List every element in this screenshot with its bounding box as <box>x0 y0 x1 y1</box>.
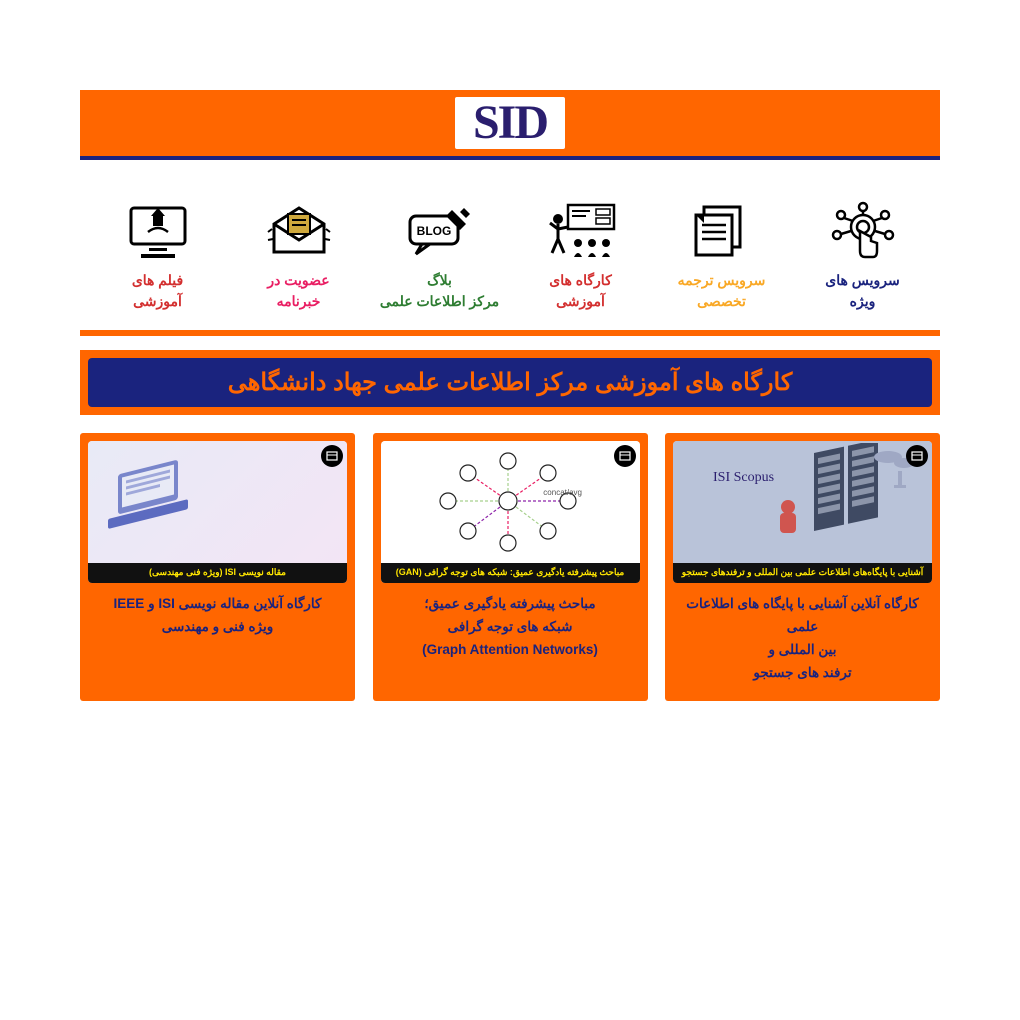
nav-item-services[interactable]: سرویس های ویژه <box>795 200 930 312</box>
nav-label: بلاگ مرکز اطلاعات علمی <box>380 270 499 312</box>
nav-item-newsletter[interactable]: عضویت در خبرنامه <box>231 200 366 312</box>
page-root: SID فیلم های آموزشی <box>0 0 1020 701</box>
nav-item-workshops[interactable]: کارگاه های آموزشی <box>513 200 648 312</box>
thumb-caption: مقاله نویسی ISI (ویژه فنی مهندسی) <box>88 563 347 583</box>
servers-3d-icon <box>688 443 918 561</box>
thumb-caption: آشنایی با پایگاه‌های اطلاعات علمی بین ال… <box>673 563 932 583</box>
nav-label: فیلم های آموزشی <box>132 270 183 312</box>
thumb-overlay-text: ISI Scopus <box>713 469 774 487</box>
sid-badge-icon <box>321 445 343 467</box>
card-thumb: concat/avg مباحث پیشرفته یادگیری عمیق: ش… <box>381 441 640 583</box>
section-title-wrap: کارگاه های آموزشی مرکز اطلاعات علمی جهاد… <box>80 350 940 415</box>
nav-item-videos[interactable]: فیلم های آموزشی <box>90 200 225 312</box>
nav-label: کارگاه های آموزشی <box>549 270 611 312</box>
nav-label: سرویس های ویژه <box>825 270 899 312</box>
sid-badge-icon <box>614 445 636 467</box>
nav-label: عضویت در خبرنامه <box>267 270 329 312</box>
card-isi-ieee[interactable]: مقاله نویسی ISI (ویژه فنی مهندسی) کارگاه… <box>80 433 355 701</box>
nav-item-translate[interactable]: سرویس ترجمه تخصصی <box>654 200 789 312</box>
svg-text:concat/avg: concat/avg <box>543 488 582 497</box>
blog-icon: BLOG <box>395 200 485 264</box>
touch-network-icon <box>818 200 908 264</box>
graph-network-icon: concat/avg <box>400 443 620 561</box>
workshop-icon <box>536 200 626 264</box>
svg-text:BLOG: BLOG <box>416 224 451 238</box>
section-title: کارگاه های آموزشی مرکز اطلاعات علمی جهاد… <box>88 358 932 407</box>
card-title: کارگاه آنلاین مقاله نویسی ISI و IEEE ویژ… <box>88 593 347 639</box>
card-thumb: ISI Scopus <box>673 441 932 583</box>
header-band: SID <box>80 90 940 160</box>
video-monitor-icon <box>113 200 203 264</box>
card-databases[interactable]: ISI Scopus <box>665 433 940 701</box>
thumb-caption: مباحث پیشرفته یادگیری عمیق: شبکه های توج… <box>381 563 640 583</box>
cards-row: مقاله نویسی ISI (ویژه فنی مهندسی) کارگاه… <box>80 433 940 701</box>
card-thumb: مقاله نویسی ISI (ویژه فنی مهندسی) <box>88 441 347 583</box>
documents-icon <box>677 200 767 264</box>
nav-row: فیلم های آموزشی عضویت در خبرنامه <box>80 200 940 336</box>
card-title: مباحث پیشرفته یادگیری عمیق؛ شبکه های توج… <box>381 593 640 662</box>
logo: SID <box>455 97 565 149</box>
laptop-3d-icon <box>88 452 208 552</box>
nav-label: سرویس ترجمه تخصصی <box>678 270 766 312</box>
nav-item-blog[interactable]: BLOG بلاگ مرکز اطلاعات علمی <box>372 200 507 312</box>
newsletter-envelope-icon <box>254 200 344 264</box>
card-title: کارگاه آنلاین آشنایی با پایگاه های اطلاع… <box>673 593 932 685</box>
card-gan[interactable]: concat/avg مباحث پیشرفته یادگیری عمیق: ش… <box>373 433 648 701</box>
sid-badge-icon <box>906 445 928 467</box>
